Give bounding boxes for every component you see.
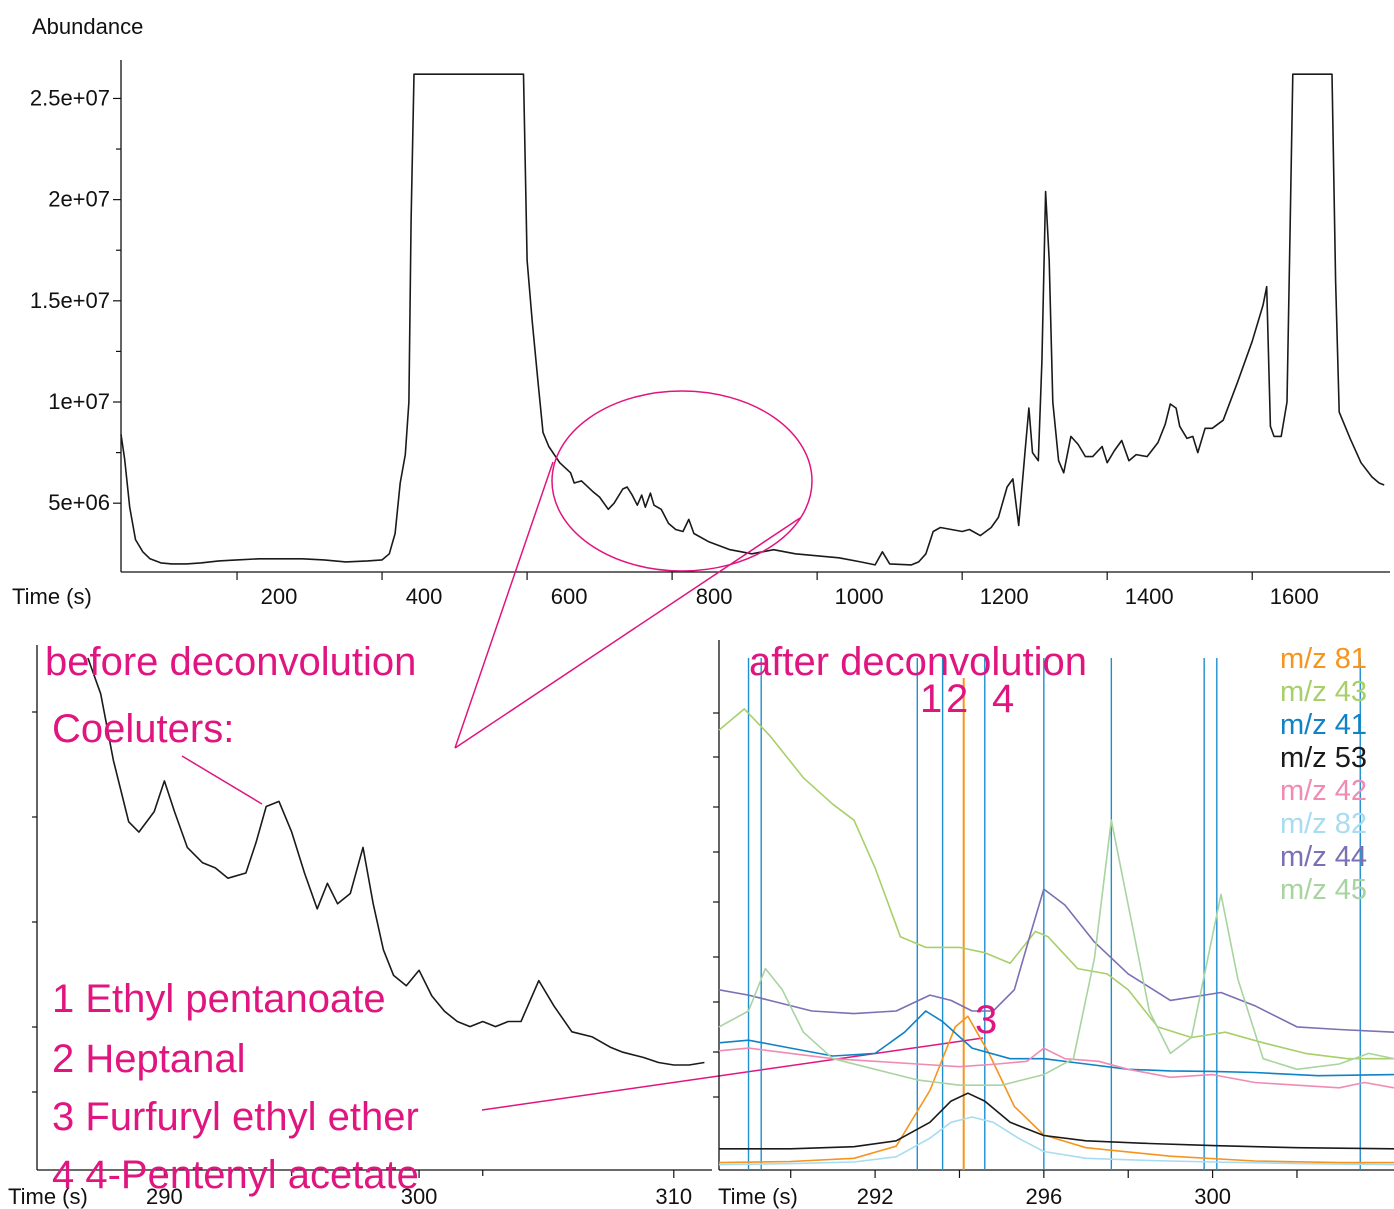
ion-trace: [718, 708, 1394, 1060]
right-x-tick-label: 300: [1194, 1184, 1231, 1209]
y-axis-label: Abundance: [32, 14, 143, 39]
right-y-ticks: [713, 712, 719, 1098]
ion-traces: [718, 708, 1394, 1166]
x-tick-label: 600: [551, 584, 588, 609]
left-x-ticks: 290 300 310: [100, 1170, 692, 1209]
ion-trace: [719, 1092, 1394, 1150]
y-tick-label: 2.5e+07: [30, 85, 110, 110]
after-deconvolution-chart: 292 296 300 Time (s) after deconvolution 1…: [713, 640, 1394, 1209]
legend-entry: m/z 82: [1280, 808, 1367, 840]
x-tick-label: 800: [696, 584, 733, 609]
right-x-tick-label: 296: [1025, 1184, 1062, 1209]
legend: m/z 81m/z 43m/z 41m/z 53m/z 42m/z 82m/z …: [1280, 643, 1367, 906]
left-x-tick-label: 290: [146, 1184, 183, 1209]
ion-trace: [718, 888, 1394, 1033]
compound-2-label: 2 Heptanal: [52, 1037, 245, 1081]
zoom-region-ellipse: [551, 390, 813, 572]
marker-lines: [747, 658, 1361, 1170]
legend-entry: m/z 44: [1280, 841, 1367, 873]
x-tick-label: 1400: [1125, 584, 1174, 609]
y-tick-label: 2e+07: [48, 187, 110, 212]
ion-trace: [718, 1015, 1394, 1164]
y-tick-label: 1e+07: [48, 389, 110, 414]
x-tick-label: 400: [406, 584, 443, 609]
left-x-tick-label: 300: [401, 1184, 438, 1209]
right-x-axis-label: Time (s): [718, 1184, 798, 1209]
peak-label-3: 3: [975, 998, 997, 1042]
peak-label-1: 1: [920, 677, 942, 721]
ion-trace: [718, 819, 1394, 1086]
compound-4-label: 4 4-Pentenyl acetate: [52, 1153, 419, 1197]
ion-trace: [718, 1010, 1394, 1077]
x-ticks: 200 400 600 800 1000 1200 1400 1600: [236, 572, 1319, 609]
x-tick-label: 1600: [1270, 584, 1319, 609]
left-x-axis-label: Time (s): [8, 1184, 88, 1209]
y-tick-label: 1.5e+07: [30, 288, 110, 313]
legend-entry: m/z 53: [1280, 742, 1367, 774]
peak-label-2: 2: [946, 677, 968, 721]
left-x-tick-label: 310: [655, 1184, 692, 1209]
right-x-ticks: 292 296 300: [790, 1170, 1298, 1209]
before-deconvolution-chart: 290 300 310 Time (s) before deconvolution …: [8, 640, 712, 1209]
tic-trace: [120, 73, 1385, 566]
ion-trace: [718, 1116, 1394, 1166]
legend-entry: m/z 42: [1280, 775, 1367, 807]
after-title: after deconvolution: [749, 640, 1087, 684]
overview-chart: Abundance 5e+061e+071.5e+072e+072.5e+07 …: [12, 14, 1390, 609]
compound-3-label: 3 Furfuryl ethyl ether: [52, 1095, 419, 1139]
legend-entry: m/z 45: [1280, 874, 1367, 906]
left-y-ticks: [32, 711, 37, 1093]
coeluters-label: Coeluters:: [52, 707, 234, 751]
coeluters-pointer: [181, 755, 263, 805]
compound-3-pointer: [481, 1037, 984, 1111]
x-tick-label: 1200: [980, 584, 1029, 609]
legend-entry: m/z 81: [1280, 643, 1367, 675]
y-ticks: 5e+06 1e+07 1.5e+07 2e+07 2.5e+07: [30, 85, 121, 515]
zoom-connector-left: [454, 461, 554, 749]
ion-trace: [718, 1047, 1394, 1089]
zoom-connector-right: [454, 517, 801, 749]
legend-entry: m/z 43: [1280, 676, 1367, 708]
x-axis-label: Time (s): [12, 584, 92, 609]
x-tick-label: 1000: [835, 584, 884, 609]
y-tick-label: 5e+06: [48, 490, 110, 515]
compound-1-label: 1 Ethyl pentanoate: [52, 977, 386, 1021]
legend-entry: m/z 41: [1280, 709, 1367, 741]
before-trace: [87, 657, 705, 1066]
right-x-tick-label: 292: [857, 1184, 894, 1209]
peak-label-4: 4: [992, 677, 1014, 721]
x-tick-label: 200: [261, 584, 298, 609]
before-title: before deconvolution: [45, 640, 416, 684]
